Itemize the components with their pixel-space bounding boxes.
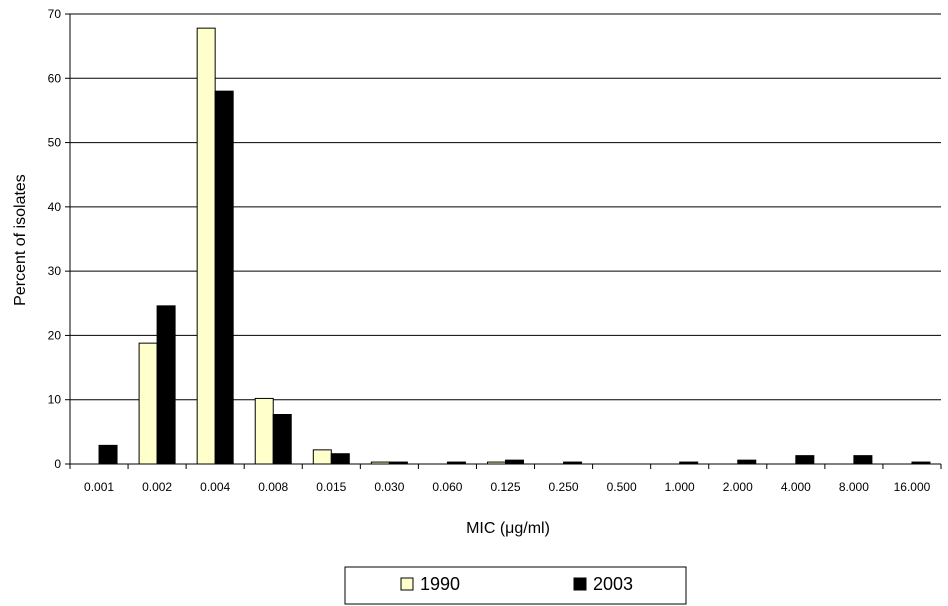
x-tick-label: 1.000 <box>665 480 695 494</box>
x-tick-label: 4.000 <box>781 480 811 494</box>
x-tick-label: 0.500 <box>607 480 637 494</box>
x-ticks: 0.001 0.002 0.004 0.008 0.015 0.030 0.060 0.125… <box>69 464 942 494</box>
x-tick-label: 0.008 <box>258 480 288 494</box>
legend-swatch-1990 <box>400 577 414 591</box>
x-tick-label: 0.125 <box>490 480 520 494</box>
x-tick-label: 0.001 <box>84 480 114 494</box>
y-axis-title: Percent of isolates <box>12 174 29 306</box>
bar-1990-0.015 <box>312 449 332 465</box>
bar-2003-0.125 <box>505 459 524 465</box>
x-tick-label: 16.000 <box>894 480 931 494</box>
x-tick-label: 2.000 <box>723 480 753 494</box>
y-tick-label: 20 <box>48 328 62 342</box>
bar-2003-0.002 <box>156 305 176 465</box>
bar-2003-0.001 <box>98 444 118 465</box>
x-axis-title: MIC (μg/ml) <box>466 520 550 537</box>
x-tick-label: 0.060 <box>432 480 462 494</box>
bar-1990-0.004 <box>196 27 216 465</box>
y-tick-label: 60 <box>48 71 62 85</box>
bar-2003-2.000 <box>737 459 757 465</box>
legend-label-2003: 2003 <box>593 574 633 594</box>
bar-2003-0.015 <box>330 453 350 465</box>
bar-2003-0.008 <box>272 414 292 465</box>
legend: 1990 2003 <box>344 566 687 605</box>
bars <box>98 27 931 465</box>
bar-1990-0.002 <box>138 342 158 465</box>
bar-2003-4.000 <box>795 455 815 465</box>
y-tick-label: 50 <box>48 136 62 150</box>
y-ticks: 0 10 20 30 40 50 60 70 <box>48 7 70 471</box>
x-tick-label: 0.030 <box>374 480 404 494</box>
y-tick-label: 30 <box>48 264 62 278</box>
bar-1990-0.008 <box>254 397 274 465</box>
y-tick-label: 10 <box>48 393 62 407</box>
x-tick-label: 0.250 <box>549 480 579 494</box>
legend-box <box>344 566 687 605</box>
axes <box>69 14 941 465</box>
y-tick-label: 40 <box>48 200 62 214</box>
legend-label-1990: 1990 <box>420 574 460 594</box>
x-tick-label: 8.000 <box>839 480 869 494</box>
x-tick-label: 0.015 <box>316 480 346 494</box>
legend-swatch-2003 <box>573 577 587 591</box>
x-tick-label: 0.004 <box>200 480 230 494</box>
y-tick-label: 0 <box>54 457 61 471</box>
y-tick-label: 70 <box>48 7 62 21</box>
bar-2003-0.004 <box>214 90 234 465</box>
bar-2003-8.000 <box>853 455 873 465</box>
x-tick-label: 0.002 <box>142 480 172 494</box>
